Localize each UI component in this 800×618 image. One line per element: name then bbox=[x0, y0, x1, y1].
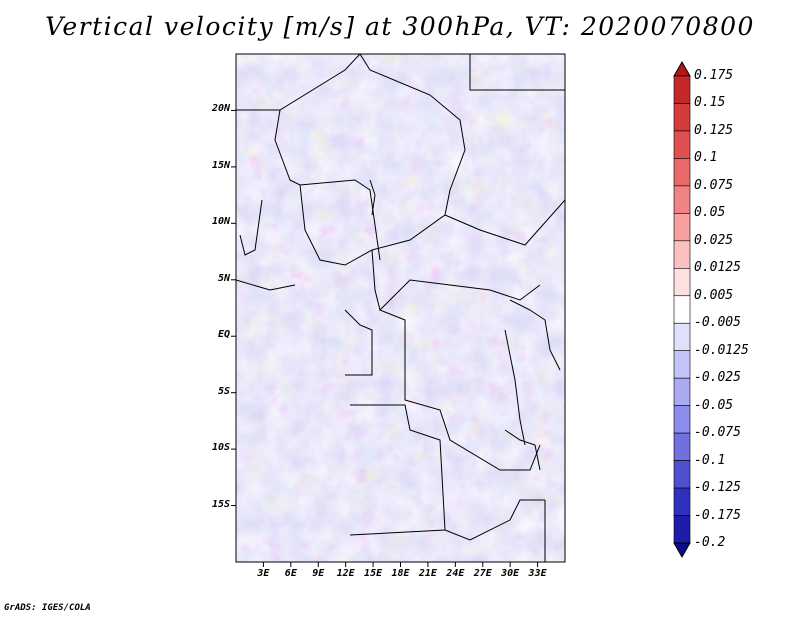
lon-label: 30E bbox=[501, 568, 520, 579]
footer-credit: GrADS: IGES/COLA bbox=[4, 603, 91, 613]
country-borders bbox=[236, 54, 565, 562]
colorbar-label: 0.125 bbox=[694, 122, 734, 138]
colorbar-band bbox=[673, 158, 691, 187]
colorbar-label: -0.075 bbox=[694, 425, 741, 441]
colorbar-label: 0.075 bbox=[694, 177, 734, 193]
colorbar-label: -0.175 bbox=[694, 507, 741, 523]
colorbar-band bbox=[673, 405, 691, 434]
lon-label: 33E bbox=[528, 568, 547, 579]
colorbar-band bbox=[673, 515, 691, 544]
lat-label: 15S bbox=[211, 498, 230, 510]
colorbar-label: -0.05 bbox=[694, 397, 734, 413]
lon-label: 3E bbox=[257, 568, 270, 579]
lat-label: 5S bbox=[217, 385, 230, 397]
colorbar-label: 0.1 bbox=[694, 150, 718, 166]
colorbar-label: -0.1 bbox=[694, 452, 726, 468]
colorbar-band bbox=[673, 185, 691, 214]
colorbar-label: -0.125 bbox=[694, 480, 741, 496]
colorbar-band bbox=[673, 432, 691, 461]
colorbar-label: -0.0125 bbox=[694, 342, 749, 358]
lon-label: 24E bbox=[446, 568, 465, 579]
colorbar-label: 0.0125 bbox=[694, 260, 741, 276]
colorbar-bottom-arrow bbox=[673, 542, 691, 559]
colorbar-band bbox=[673, 75, 691, 104]
lon-label: 6E bbox=[284, 568, 297, 579]
lon-label: 12E bbox=[336, 568, 355, 579]
chart-title: Vertical velocity [m/s] at 300hPa, VT: 2… bbox=[45, 12, 755, 41]
colorbar-band bbox=[673, 295, 691, 324]
colorbar-band bbox=[673, 130, 691, 159]
lon-label: 21E bbox=[418, 568, 437, 579]
colorbar-label: -0.2 bbox=[694, 535, 726, 550]
colorbar-label: 0.15 bbox=[694, 95, 726, 111]
lat-ticks bbox=[231, 109, 236, 507]
lon-label: 18E bbox=[391, 568, 410, 579]
lat-label: 15N bbox=[211, 159, 230, 171]
colorbar-band bbox=[673, 350, 691, 379]
lon-label: 9E bbox=[312, 568, 325, 579]
colorbar-band bbox=[673, 460, 691, 489]
colorbar-band bbox=[673, 377, 691, 406]
colorbar-band bbox=[673, 213, 691, 242]
colorbar bbox=[673, 60, 691, 559]
colorbar-label: 0.025 bbox=[694, 232, 734, 248]
lon-label: 15E bbox=[364, 568, 383, 579]
colorbar-band bbox=[673, 487, 691, 516]
colorbar-label: -0.025 bbox=[694, 370, 741, 386]
colorbar-label: 0.005 bbox=[694, 287, 734, 303]
lat-label: EQ bbox=[217, 329, 230, 341]
colorbar-band bbox=[673, 267, 691, 297]
colorbar-band bbox=[673, 103, 691, 132]
colorbar-band bbox=[673, 240, 691, 269]
lat-label: 20N bbox=[211, 103, 230, 115]
lat-label: 10N bbox=[211, 216, 230, 228]
lon-ticks bbox=[262, 562, 539, 567]
colorbar-label: 0.175 bbox=[694, 68, 734, 83]
velocity-field bbox=[236, 54, 565, 562]
colorbar-band bbox=[673, 322, 691, 352]
lat-label: 10S bbox=[211, 442, 230, 454]
colorbar-label: -0.005 bbox=[694, 315, 741, 331]
colorbar-top-arrow bbox=[673, 60, 691, 77]
colorbar-label: 0.05 bbox=[694, 205, 726, 221]
lon-label: 27E bbox=[473, 568, 492, 579]
lat-label: 5N bbox=[217, 272, 230, 284]
